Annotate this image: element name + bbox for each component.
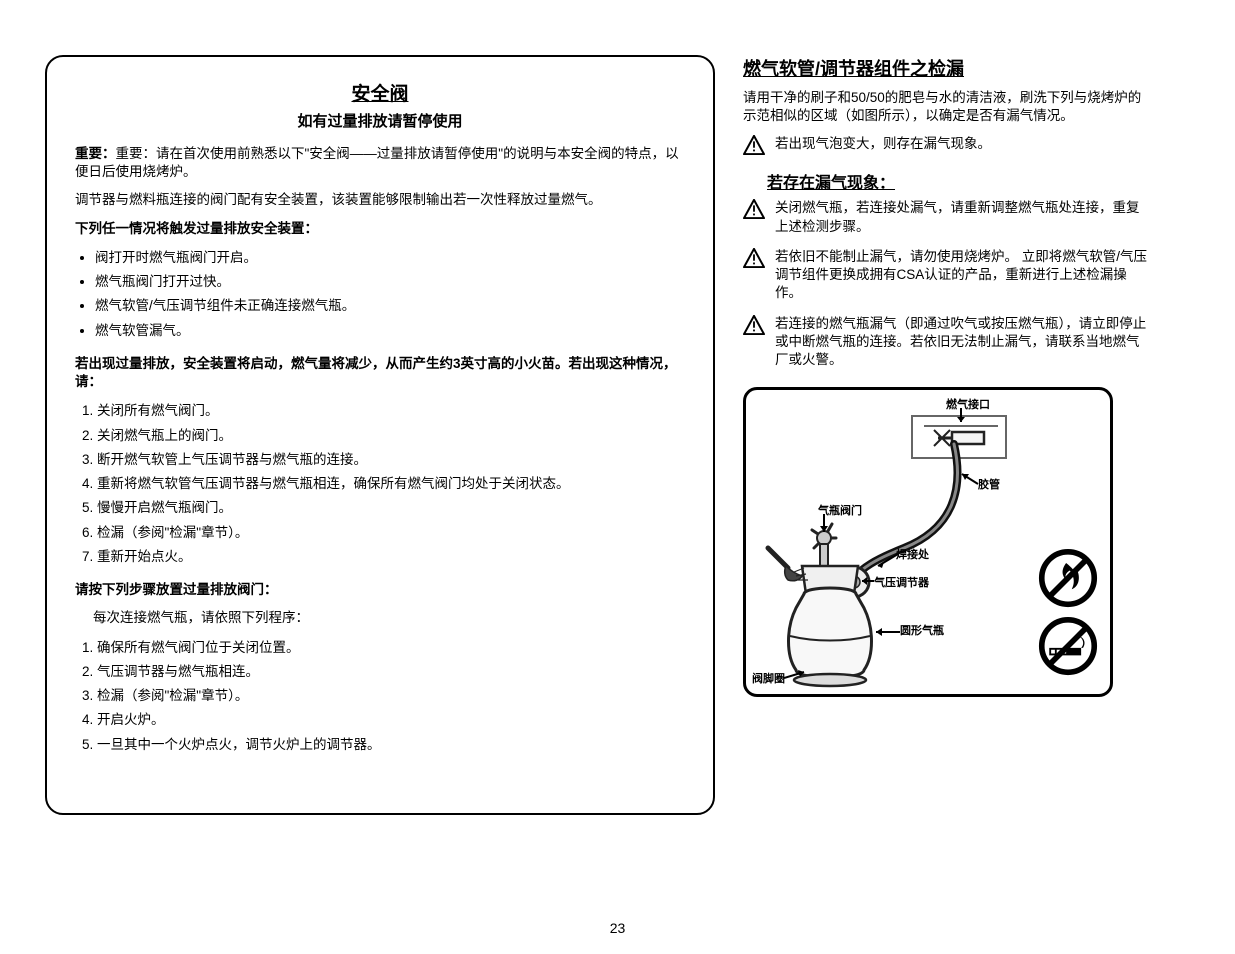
section-b-list: 关闭所有燃气阀门。 关闭燃气瓶上的阀门。 断开燃气软管上气压调节器与燃气瓶的连接… xyxy=(75,401,685,567)
list-item: 确保所有燃气阀门位于关闭位置。 xyxy=(97,638,685,658)
list-item: 慢慢开启燃气瓶阀门。 xyxy=(97,498,685,518)
intro-1: 重要：请在首次使用前熟悉以下"安全阀——过量排放请暂停使用"的说明与本安全阀的特… xyxy=(75,146,679,179)
if-leak-heading: 若存在漏气现象： xyxy=(767,169,1148,193)
warning-text: 关闭燃气瓶，若连接处漏气，请重新调整燃气瓶处连接，重复上述检测步骤。 xyxy=(775,199,1148,235)
label-hose: 胶管 xyxy=(978,476,1000,492)
list-item: 检漏（参阅"检漏"章节）。 xyxy=(97,523,685,543)
warning-triangle-icon xyxy=(743,199,765,219)
section-c-intro: 每次连接燃气瓶，请依照下列程序： xyxy=(93,609,685,627)
arrow-icon xyxy=(874,626,902,640)
arrow-icon xyxy=(876,550,900,570)
page: 安全阀 如有过量排放请暂停使用 重要：重要：请在首次使用前熟悉以下"安全阀——过… xyxy=(0,0,1235,954)
warning-triangle-icon xyxy=(743,248,765,268)
list-item: 一旦其中一个火炉点火，调节火炉上的调节器。 xyxy=(97,735,685,755)
no-smoking-icon xyxy=(1038,616,1098,676)
list-item: 燃气瓶阀门打开过快。 xyxy=(95,272,685,292)
label-cyl: 圆形气瓶 xyxy=(900,622,944,638)
safety-valve-box: 安全阀 如有过量排放请暂停使用 重要：重要：请在首次使用前熟悉以下"安全阀——过… xyxy=(45,55,715,815)
list-item: 重新将燃气软管气压调节器与燃气瓶相连，确保所有燃气阀门均处于关闭状态。 xyxy=(97,474,685,494)
section-a-header: 下列任一情况将触发过量排放安全装置： xyxy=(75,220,685,238)
arrow-icon xyxy=(860,576,876,588)
warning-row: 关闭燃气瓶，若连接处漏气，请重新调整燃气瓶处连接，重复上述检测步骤。 xyxy=(743,199,1148,235)
important-label: 重要： xyxy=(75,146,116,161)
list-item: 检漏（参阅"检漏"章节）。 xyxy=(97,686,685,706)
arrow-icon xyxy=(818,514,832,536)
list-item: 关闭所有燃气阀门。 xyxy=(97,401,685,421)
label-foot: 阀脚圈 xyxy=(752,670,785,686)
warning-triangle-icon xyxy=(743,315,765,335)
section-b-header: 若出现过量排放，安全装置将启动，燃气量将减少，从而产生约3英寸高的小火苗。若出现… xyxy=(75,355,685,391)
prohibit-icons xyxy=(1038,548,1098,676)
list-item: 燃气软管漏气。 xyxy=(95,321,685,341)
list-item: 重新开始点火。 xyxy=(97,547,685,567)
list-item: 关闭燃气瓶上的阀门。 xyxy=(97,426,685,446)
list-item: 燃气软管/气压调节组件未正确连接燃气瓶。 xyxy=(95,296,685,316)
warning-text: 若连接的燃气瓶漏气（即通过吹气或按压燃气瓶），请立即停止或中断燃气瓶的连接。若依… xyxy=(775,315,1148,370)
list-item: 开启火炉。 xyxy=(97,710,685,730)
box-subtitle: 如有过量排放请暂停使用 xyxy=(75,110,685,131)
leak-check-heading: 燃气软管/调节器组件之检漏 xyxy=(743,55,1148,81)
right-column: 燃气软管/调节器组件之检漏 请用干净的刷子和50/50的肥皂与水的清洁液，刷洗下… xyxy=(743,55,1148,815)
warning-text: 若依旧不能制止漏气，请勿使用烧烤炉。 立即将燃气软管/气压调节组件更换成拥有CS… xyxy=(775,248,1148,303)
section-a-list: 阀打开时燃气瓶阀门开启。 燃气瓶阀门打开过快。 燃气软管/气压调节组件未正确连接… xyxy=(75,248,685,341)
left-column: 安全阀 如有过量排放请暂停使用 重要：重要：请在首次使用前熟悉以下"安全阀——过… xyxy=(45,55,715,815)
arrow-icon xyxy=(956,408,968,426)
arrow-icon xyxy=(960,472,980,488)
warning-triangle-icon xyxy=(743,135,765,155)
column-layout: 安全阀 如有过量排放请暂停使用 重要：重要：请在首次使用前熟悉以下"安全阀——过… xyxy=(45,55,1180,815)
section-c-list: 确保所有燃气阀门位于关闭位置。 气压调节器与燃气瓶相连。 检漏（参阅"检漏"章节… xyxy=(75,638,685,755)
page-number: 23 xyxy=(610,920,626,936)
warning-text: 若出现气泡变大，则存在漏气现象。 xyxy=(775,135,991,153)
warning-row: 若连接的燃气瓶漏气（即通过吹气或按压燃气瓶），请立即停止或中断燃气瓶的连接。若依… xyxy=(743,315,1148,370)
intro-2: 调节器与燃料瓶连接的阀门配有安全装置，该装置能够限制输出若一次性释放过量燃气。 xyxy=(75,191,685,209)
list-item: 阀打开时燃气瓶阀门开启。 xyxy=(95,248,685,268)
propane-tank-diagram xyxy=(754,398,1014,688)
label-weld: 焊接处 xyxy=(896,546,929,562)
section-c-header: 请按下列步骤放置过量排放阀门： xyxy=(75,581,685,599)
list-item: 断开燃气软管上气压调节器与燃气瓶的连接。 xyxy=(97,450,685,470)
leak-test-figure: 焊接处 圆形气瓶 气瓶阀门 气压调节器 胶管 燃气接口 阀脚圈 xyxy=(743,387,1113,697)
warning-row: 若出现气泡变大，则存在漏气现象。 xyxy=(743,135,1148,155)
arrow-icon xyxy=(784,668,808,682)
no-flame-icon xyxy=(1038,548,1098,608)
leak-check-intro: 请用干净的刷子和50/50的肥皂与水的清洁液，刷洗下列与烧烤炉的示范相似的区域（… xyxy=(743,89,1148,125)
box-title: 安全阀 xyxy=(75,79,685,106)
warning-row: 若依旧不能制止漏气，请勿使用烧烤炉。 立即将燃气软管/气压调节组件更换成拥有CS… xyxy=(743,248,1148,303)
list-item: 气压调节器与燃气瓶相连。 xyxy=(97,662,685,682)
label-conn: 燃气接口 xyxy=(946,396,990,412)
label-reg: 气压调节器 xyxy=(874,574,929,590)
